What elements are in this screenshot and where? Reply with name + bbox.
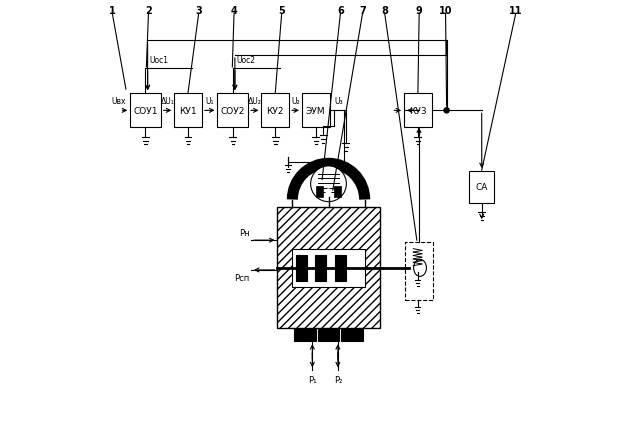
Text: КУ3: КУ3 [409,106,427,115]
Text: 7: 7 [359,6,366,16]
Text: U₃: U₃ [335,97,343,106]
FancyBboxPatch shape [262,94,289,128]
FancyBboxPatch shape [277,208,380,329]
Text: U₂: U₂ [291,97,300,106]
Text: 9: 9 [416,6,422,16]
Text: Рсп: Рсп [234,274,250,283]
Text: КУ1: КУ1 [179,106,197,115]
Text: ΔU₁: ΔU₁ [161,97,174,106]
Text: 6: 6 [337,6,344,16]
Circle shape [444,109,449,114]
Text: ЭУМ: ЭУМ [306,106,326,115]
Text: КУ2: КУ2 [267,106,284,115]
FancyBboxPatch shape [318,330,339,342]
FancyBboxPatch shape [469,172,494,204]
Text: 2: 2 [145,6,152,16]
Text: 11: 11 [509,6,522,16]
FancyBboxPatch shape [316,187,323,197]
FancyBboxPatch shape [335,187,341,197]
FancyBboxPatch shape [218,94,248,128]
Text: СОУ1: СОУ1 [133,106,157,115]
Text: Р₂: Р₂ [333,375,342,384]
FancyBboxPatch shape [292,249,365,287]
Text: 10: 10 [439,6,452,16]
FancyBboxPatch shape [316,256,326,281]
Circle shape [326,190,331,195]
Text: Uос2: Uос2 [237,55,256,64]
Circle shape [310,167,346,202]
Text: 3: 3 [195,6,202,16]
Text: ΔU₂: ΔU₂ [248,97,262,106]
Text: СА: СА [476,183,488,192]
FancyBboxPatch shape [294,330,316,342]
Text: Uос1: Uос1 [150,55,168,64]
Ellipse shape [413,260,426,277]
Text: Рн: Рн [239,228,250,237]
FancyBboxPatch shape [130,94,161,128]
Text: U₁: U₁ [205,97,214,106]
FancyBboxPatch shape [174,94,202,128]
Text: 5: 5 [278,6,285,16]
Text: СОУ2: СОУ2 [221,106,245,115]
Text: 4: 4 [230,6,237,16]
FancyBboxPatch shape [302,94,330,128]
FancyBboxPatch shape [404,94,432,128]
Text: Uвх: Uвх [111,97,126,106]
FancyBboxPatch shape [296,256,307,281]
Text: 8: 8 [381,6,388,16]
FancyBboxPatch shape [341,330,363,342]
Text: Р₁: Р₁ [308,375,317,384]
FancyBboxPatch shape [335,256,346,281]
Text: 1: 1 [109,6,116,16]
